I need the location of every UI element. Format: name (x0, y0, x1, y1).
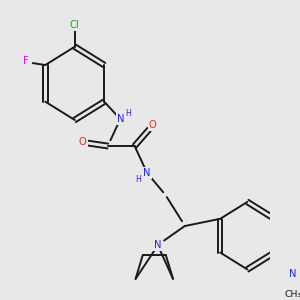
Text: Cl: Cl (70, 20, 80, 31)
Text: O: O (148, 120, 156, 130)
Text: H: H (135, 175, 141, 184)
Text: CH₃: CH₃ (285, 290, 300, 299)
Text: N: N (116, 114, 124, 124)
Text: H: H (125, 109, 131, 118)
Text: O: O (79, 137, 87, 147)
Text: N: N (154, 240, 162, 250)
Text: N: N (143, 168, 151, 178)
Text: F: F (23, 56, 28, 66)
Text: N: N (290, 269, 297, 279)
